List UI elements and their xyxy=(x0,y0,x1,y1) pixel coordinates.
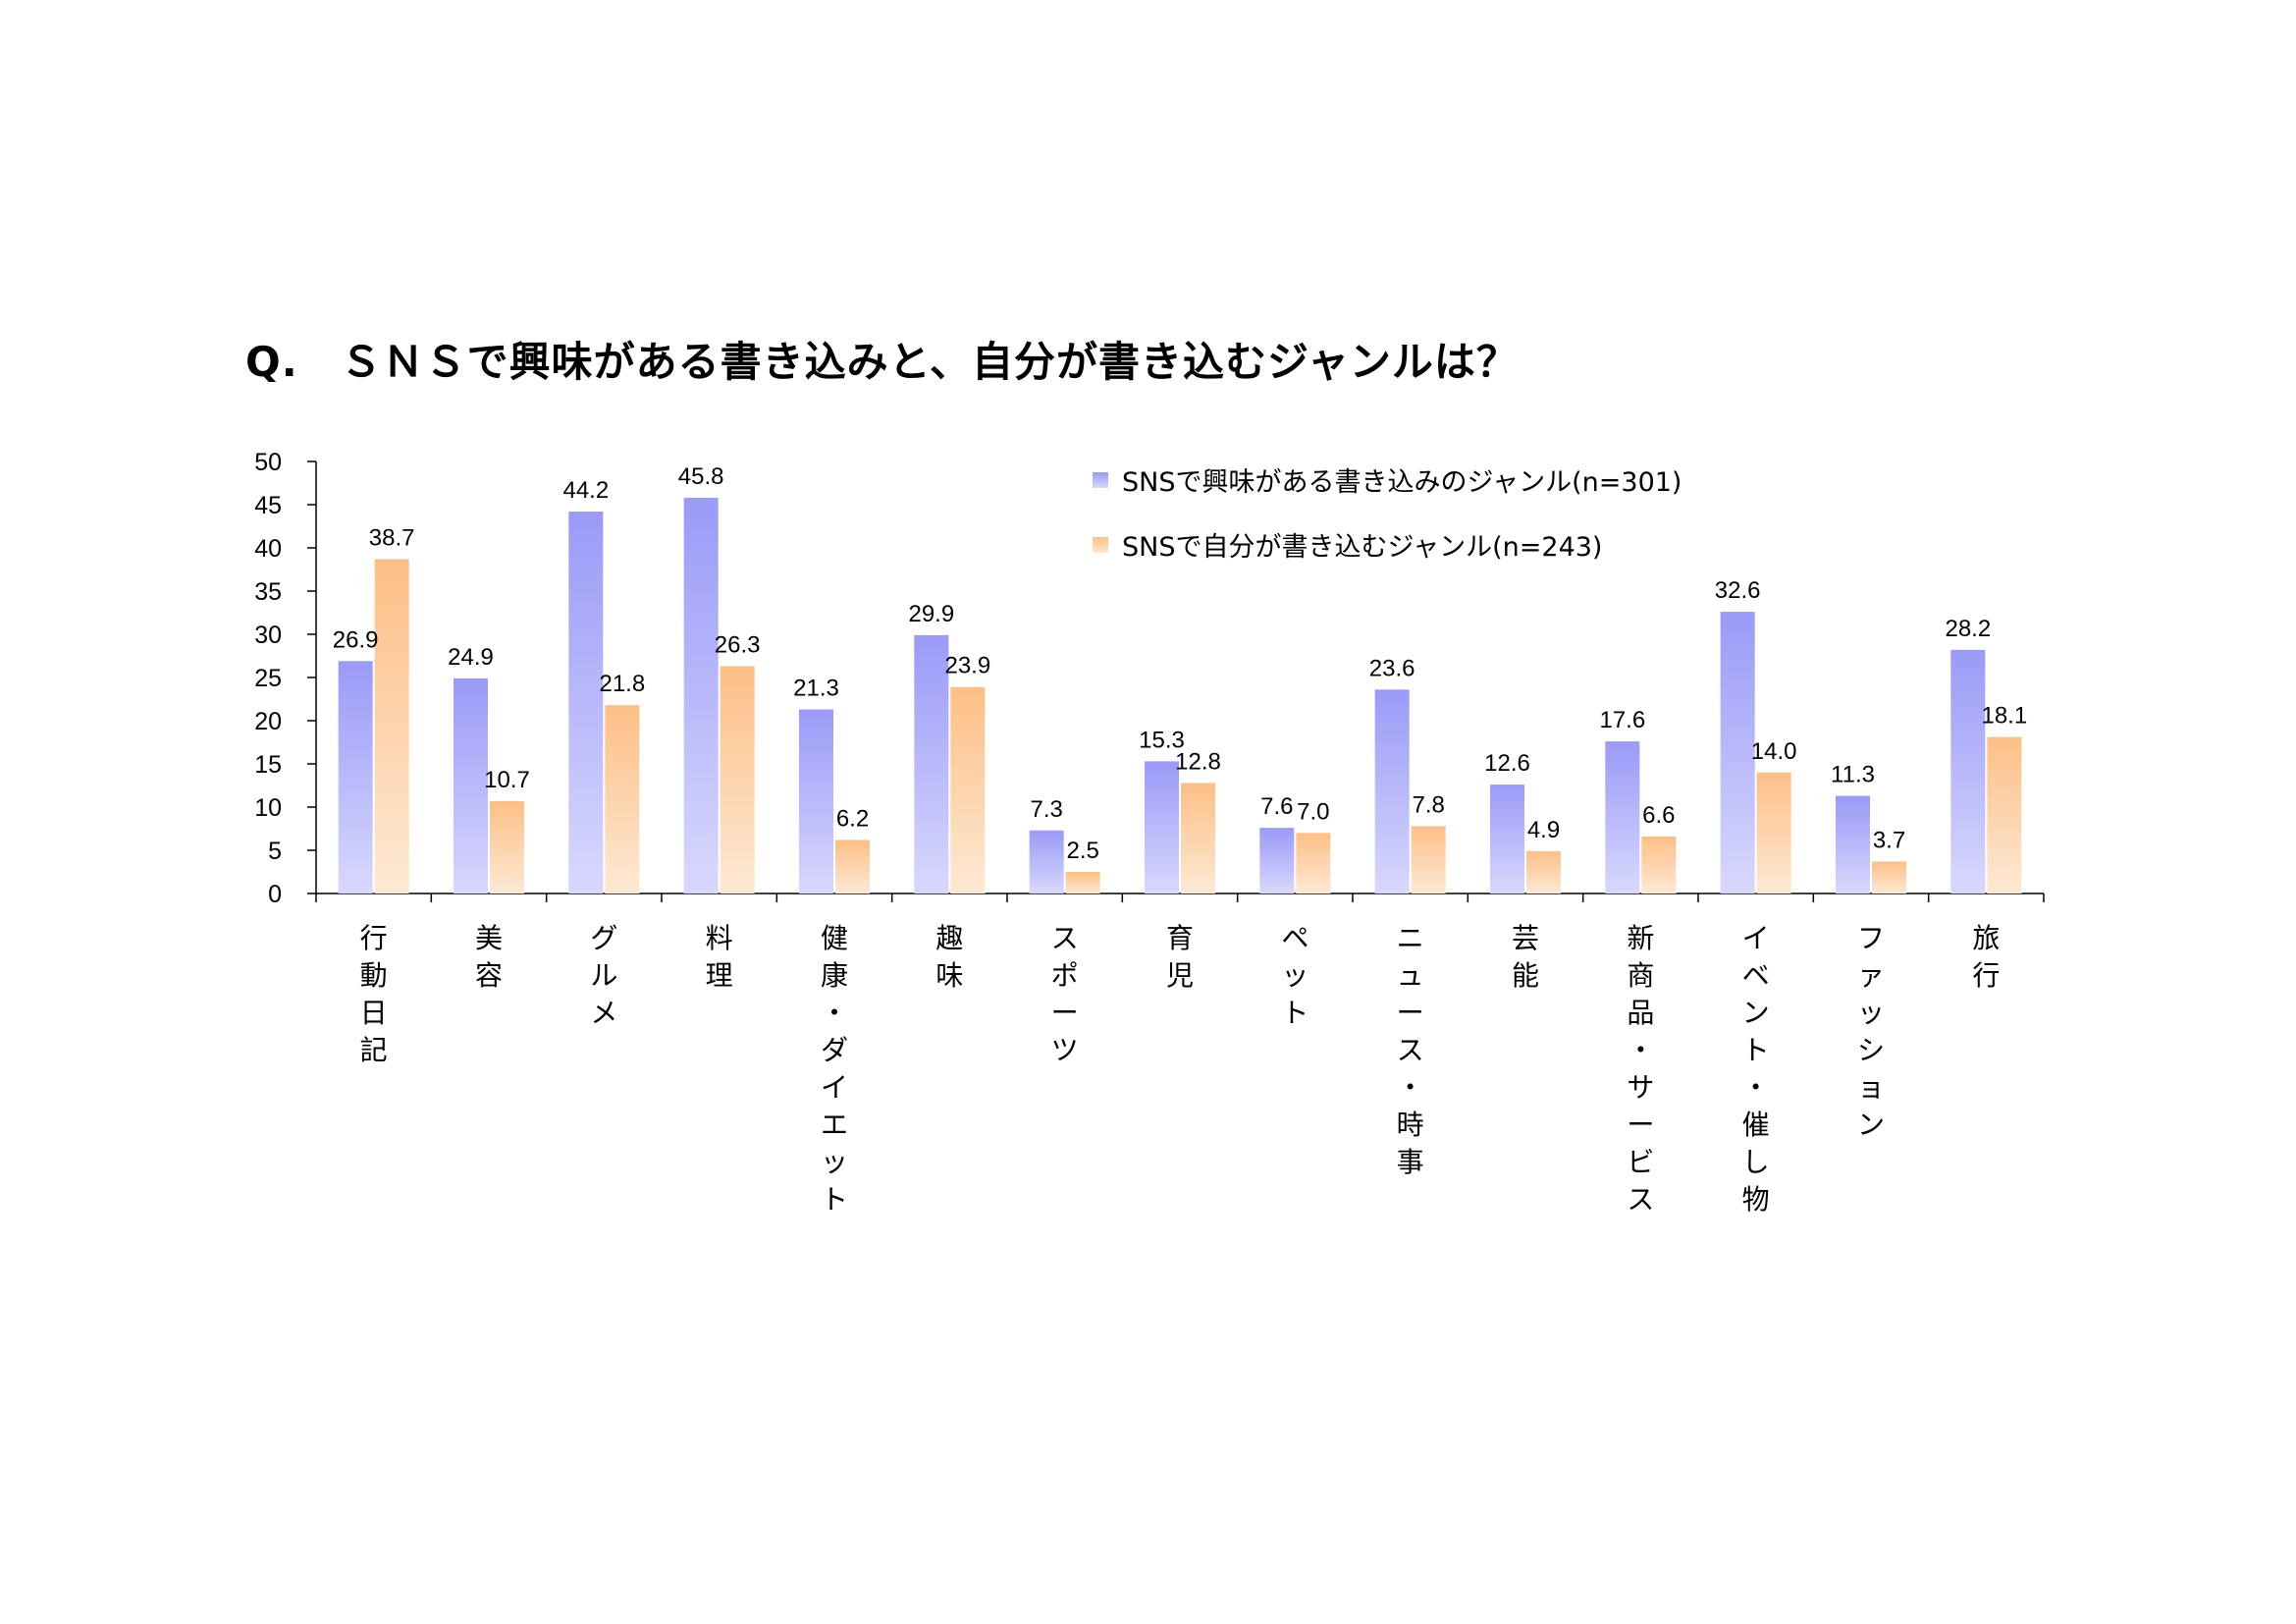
bar-series-2 xyxy=(950,686,986,893)
bar-series-2 xyxy=(1641,836,1677,893)
data-label: 3.7 xyxy=(1873,827,1905,853)
category-label: ファッション xyxy=(1857,922,1885,1141)
data-label: 21.3 xyxy=(793,676,839,702)
y-tick-label: 30 xyxy=(254,622,282,649)
y-tick-label: 10 xyxy=(254,794,282,822)
bar-series-1 xyxy=(683,497,719,893)
data-label: 28.2 xyxy=(1945,616,1991,642)
legend-swatch-2 xyxy=(1093,537,1108,553)
data-label: 7.8 xyxy=(1412,791,1444,818)
category-label: 育児 xyxy=(1166,922,1194,992)
bar-series-1 xyxy=(338,661,373,893)
legend-label-1: SNSで興味がある書き込みのジャンル(n=301) xyxy=(1122,467,1682,498)
data-label: 32.6 xyxy=(1715,577,1761,604)
category-label: 行動日記 xyxy=(360,922,388,1066)
category-label: グルメ xyxy=(590,922,617,1029)
bar-series-2 xyxy=(1065,872,1100,893)
y-tick-label: 45 xyxy=(254,492,282,519)
category-label: ペット xyxy=(1281,922,1308,1029)
data-label: 10.7 xyxy=(484,767,530,793)
bar-series-1 xyxy=(799,709,833,893)
bar-series-2 xyxy=(1987,736,2022,893)
bar-series-1 xyxy=(1836,795,1870,893)
category-labels: 行動日記 美容 グルメ 料理 健康・ダイエット 趣味 スポーツ 育児 ペット ニュース・時事 芸能 新… xyxy=(360,922,2001,1216)
category-label: 趣味 xyxy=(935,922,963,992)
category-label: スポーツ xyxy=(1051,922,1079,1066)
data-labels: 26.9 24.9 44.2 45.8 21.3 29.9 7.3 15.3 7.6 23.6 12… xyxy=(333,463,2027,864)
bar-series-1 xyxy=(1490,785,1524,893)
bar-series-1 xyxy=(1374,689,1410,893)
data-label: 26.9 xyxy=(333,626,379,653)
data-label: 17.6 xyxy=(1599,707,1645,733)
data-label: 11.3 xyxy=(1831,762,1875,788)
y-tick-label: 35 xyxy=(254,578,282,606)
legend-label-2: SNSで自分が書き込むジャンル(n=243) xyxy=(1122,532,1602,563)
category-label: ニュース・時事 xyxy=(1397,922,1424,1178)
bar-series-1 xyxy=(1950,649,1986,893)
y-tick-label: 5 xyxy=(268,838,282,865)
data-label: 6.2 xyxy=(836,805,869,832)
data-label: 15.3 xyxy=(1139,727,1185,753)
bar-series-1 xyxy=(1720,612,1755,893)
bar-series-2 xyxy=(1756,772,1791,893)
bars xyxy=(338,497,2022,893)
bar-series-1 xyxy=(914,634,949,893)
category-label: 美容 xyxy=(475,922,503,992)
y-tick-label: 25 xyxy=(254,665,282,692)
data-label: 23.6 xyxy=(1369,655,1415,681)
category-label: 新商品・サービス xyxy=(1627,922,1654,1216)
y-tick-label: 50 xyxy=(254,449,282,476)
data-label: 24.9 xyxy=(448,644,494,671)
data-label: 4.9 xyxy=(1527,817,1560,843)
data-label: 26.3 xyxy=(715,632,761,659)
bar-series-1 xyxy=(454,677,488,893)
chart-title: Q. ＳＮＳで興味がある書き込みと、自分が書き込むジャンルは？ xyxy=(245,338,1519,386)
bar-series-2 xyxy=(835,839,870,893)
bar-series-2 xyxy=(490,800,524,893)
bar-series-2 xyxy=(374,559,409,893)
y-tick-label: 15 xyxy=(254,751,282,779)
bar-series-2 xyxy=(1411,826,1446,893)
bar-series-1 xyxy=(1259,828,1295,893)
data-label: 6.6 xyxy=(1642,802,1675,829)
data-label: 38.7 xyxy=(369,524,415,551)
category-label: 芸能 xyxy=(1512,922,1539,992)
bar-series-1 xyxy=(1605,741,1640,893)
bar-series-2 xyxy=(605,705,640,893)
data-label: 23.9 xyxy=(944,653,990,679)
y-tick-label: 0 xyxy=(268,881,282,908)
data-label: 44.2 xyxy=(562,477,609,504)
data-label: 45.8 xyxy=(678,463,724,490)
data-label: 18.1 xyxy=(1981,703,2027,730)
category-label: イベント・催し物 xyxy=(1742,922,1770,1216)
data-label: 7.6 xyxy=(1260,793,1293,820)
data-label: 7.3 xyxy=(1030,796,1062,823)
data-label: 12.6 xyxy=(1484,750,1530,777)
data-label: 12.8 xyxy=(1175,748,1221,775)
bar-series-2 xyxy=(1872,861,1906,893)
legend: SNSで興味がある書き込みのジャンル(n=301) SNSで自分が書き込むジャンル… xyxy=(1093,467,1682,563)
category-label: 健康・ダイエット xyxy=(821,922,848,1216)
bar-series-1 xyxy=(1145,761,1179,893)
category-label: 旅行 xyxy=(1972,922,2000,992)
category-label: 料理 xyxy=(706,922,733,992)
data-label: 7.0 xyxy=(1297,798,1329,825)
data-label: 14.0 xyxy=(1751,738,1797,765)
y-tick-label: 40 xyxy=(254,535,282,563)
legend-swatch-1 xyxy=(1093,472,1108,488)
bar-series-1 xyxy=(1029,830,1064,893)
data-label: 2.5 xyxy=(1066,838,1098,864)
bar-series-2 xyxy=(1526,850,1561,893)
bar-series-2 xyxy=(1181,783,1215,893)
bar-series-1 xyxy=(568,512,604,893)
bar-series-2 xyxy=(720,666,755,893)
data-label: 21.8 xyxy=(599,671,645,697)
y-tick-label: 20 xyxy=(254,708,282,735)
bar-series-2 xyxy=(1296,833,1331,893)
data-label: 29.9 xyxy=(908,601,954,627)
axes: 0 5 10 15 20 25 30 35 40 45 50 xyxy=(254,449,2045,908)
